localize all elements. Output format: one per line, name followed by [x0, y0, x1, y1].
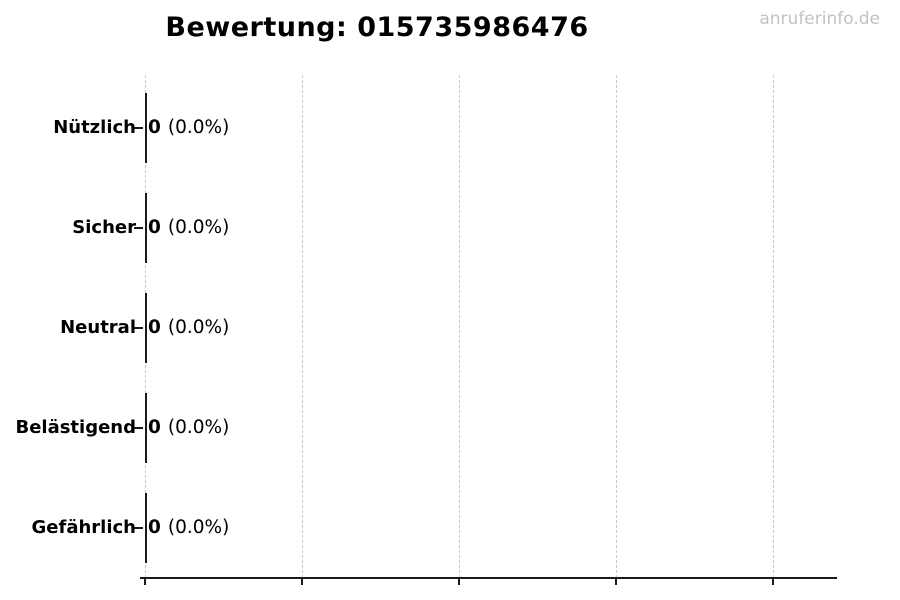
value-count: 0 — [148, 217, 161, 238]
x-axis-line — [140, 577, 837, 579]
x-tick — [301, 579, 303, 585]
y-tick — [134, 127, 143, 129]
value-percent: (0.0%) — [167, 117, 230, 138]
value-label: 0 (0.0%) — [148, 93, 229, 163]
bar — [145, 493, 147, 563]
watermark: anruferinfo.de — [759, 9, 880, 29]
value-label: 0 (0.0%) — [148, 193, 229, 263]
gridline — [773, 75, 774, 578]
y-tick — [134, 327, 143, 329]
bar-row: Sicher 0 (0.0%) — [0, 193, 900, 263]
y-tick — [134, 427, 143, 429]
bar-row: Neutral 0 (0.0%) — [0, 293, 900, 363]
gridline — [459, 75, 460, 578]
bar-row: Gefährlich 0 (0.0%) — [0, 493, 900, 563]
value-percent: (0.0%) — [167, 317, 230, 338]
value-count: 0 — [148, 117, 161, 138]
bar — [145, 93, 147, 163]
chart-title: Bewertung: 015735986476 — [165, 12, 589, 43]
value-count: 0 — [148, 317, 161, 338]
gridline — [616, 75, 617, 578]
bar — [145, 193, 147, 263]
bar-row: Nützlich 0 (0.0%) — [0, 93, 900, 163]
value-label: 0 (0.0%) — [148, 293, 229, 363]
gridline — [302, 75, 303, 578]
bar-row: Belästigend 0 (0.0%) — [0, 393, 900, 463]
category-label: Nützlich — [53, 117, 136, 138]
value-percent: (0.0%) — [167, 517, 230, 538]
y-tick — [134, 227, 143, 229]
value-label: 0 (0.0%) — [148, 493, 229, 563]
x-tick — [615, 579, 617, 585]
value-percent: (0.0%) — [167, 217, 230, 238]
category-label: Gefährlich — [31, 517, 136, 538]
x-tick — [772, 579, 774, 585]
y-tick — [134, 527, 143, 529]
value-count: 0 — [148, 417, 161, 438]
value-count: 0 — [148, 517, 161, 538]
value-percent: (0.0%) — [167, 417, 230, 438]
category-label: Belästigend — [15, 417, 136, 438]
bar — [145, 393, 147, 463]
category-label: Neutral — [60, 317, 136, 338]
category-label: Sicher — [72, 217, 136, 238]
bar — [145, 293, 147, 363]
x-tick — [144, 579, 146, 585]
x-tick — [458, 579, 460, 585]
value-label: 0 (0.0%) — [148, 393, 229, 463]
